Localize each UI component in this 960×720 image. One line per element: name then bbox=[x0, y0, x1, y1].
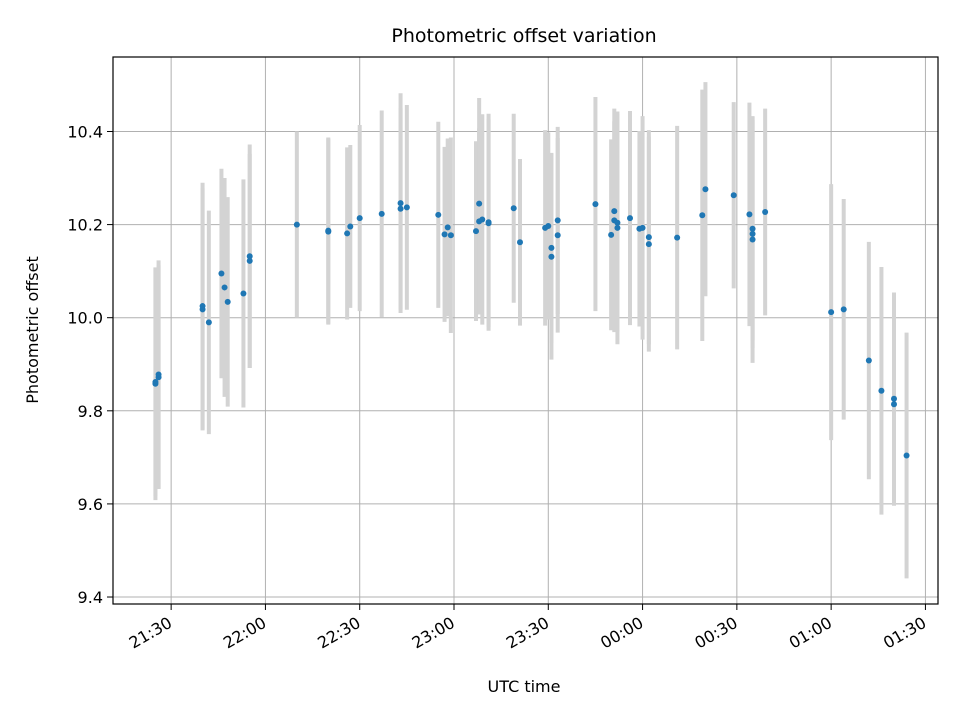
data-point bbox=[397, 205, 404, 212]
data-point bbox=[762, 209, 769, 216]
data-point bbox=[614, 219, 621, 226]
data-point bbox=[403, 204, 410, 211]
data-point bbox=[397, 200, 404, 207]
data-point bbox=[545, 222, 552, 229]
data-point bbox=[444, 224, 451, 231]
data-point bbox=[246, 257, 253, 264]
data-point bbox=[891, 395, 897, 402]
y-tick-label: 10.0 bbox=[67, 309, 103, 328]
data-point bbox=[548, 244, 555, 251]
data-point bbox=[155, 371, 162, 378]
x-tick-label: 23:30 bbox=[503, 613, 552, 653]
data-points bbox=[152, 186, 910, 459]
data-point bbox=[627, 215, 633, 222]
y-tick-label: 9.6 bbox=[78, 495, 103, 514]
data-point bbox=[517, 239, 523, 246]
data-point bbox=[828, 309, 835, 316]
y-axis-title: Photometric offset bbox=[23, 256, 42, 404]
y-tick-label: 9.8 bbox=[78, 402, 103, 421]
data-point bbox=[447, 232, 454, 239]
x-tick-label: 23:00 bbox=[409, 613, 458, 653]
data-point bbox=[749, 236, 756, 243]
data-point bbox=[441, 231, 448, 238]
data-point bbox=[218, 270, 225, 277]
data-point bbox=[378, 210, 385, 217]
data-point bbox=[554, 232, 561, 239]
data-point bbox=[614, 224, 621, 231]
data-point bbox=[878, 387, 885, 394]
data-point bbox=[891, 401, 897, 408]
x-tick-label: 01:00 bbox=[786, 613, 835, 653]
y-tick-label: 9.4 bbox=[78, 588, 103, 607]
data-point bbox=[356, 215, 363, 222]
x-tick-label: 01:30 bbox=[880, 613, 929, 653]
plot-frame bbox=[112, 56, 939, 605]
x-tick-label: 22:00 bbox=[220, 613, 269, 653]
data-point bbox=[840, 306, 847, 313]
data-point bbox=[199, 306, 206, 313]
data-point bbox=[865, 357, 872, 364]
data-point bbox=[344, 230, 351, 237]
y-tick-label: 10.2 bbox=[67, 216, 103, 235]
data-point bbox=[639, 224, 646, 231]
data-point bbox=[152, 378, 159, 385]
y-axis: 9.4 9.6 9.8 10.0 10.2 10.4 bbox=[67, 122, 113, 607]
data-point bbox=[592, 201, 599, 208]
x-tick-label: 00:30 bbox=[691, 613, 740, 653]
data-point bbox=[749, 225, 756, 232]
x-axis-title: UTC time bbox=[488, 677, 561, 696]
x-tick-label: 00:00 bbox=[597, 613, 646, 653]
data-point bbox=[325, 227, 332, 234]
grid bbox=[113, 57, 938, 604]
data-point bbox=[221, 284, 228, 291]
data-point bbox=[554, 217, 561, 224]
data-point bbox=[645, 241, 652, 248]
data-point bbox=[293, 221, 300, 228]
data-point bbox=[485, 220, 492, 227]
data-point bbox=[548, 253, 555, 260]
data-point bbox=[611, 208, 618, 215]
chart-title: Photometric offset variation bbox=[391, 25, 656, 47]
data-point bbox=[246, 253, 253, 260]
data-point bbox=[435, 211, 442, 218]
data-point bbox=[702, 186, 709, 193]
data-point bbox=[240, 290, 247, 297]
data-point bbox=[347, 223, 354, 230]
data-point bbox=[479, 216, 486, 223]
data-point bbox=[730, 192, 737, 199]
data-point bbox=[746, 211, 753, 218]
x-axis: 21:30 22:00 22:30 23:00 23:30 00:00 00:30 01:00… bbox=[126, 604, 929, 653]
x-tick-label: 21:30 bbox=[126, 613, 175, 653]
data-point bbox=[608, 231, 615, 238]
data-point bbox=[476, 200, 483, 207]
data-point bbox=[903, 452, 910, 459]
data-point bbox=[205, 319, 212, 326]
data-point bbox=[473, 228, 479, 235]
y-tick-label: 10.4 bbox=[67, 122, 103, 141]
data-point bbox=[699, 212, 706, 219]
x-tick-label: 22:30 bbox=[314, 613, 363, 653]
data-point bbox=[749, 230, 756, 237]
data-point bbox=[510, 205, 517, 212]
data-point bbox=[674, 234, 681, 241]
data-point bbox=[645, 234, 652, 241]
data-point bbox=[224, 298, 231, 305]
